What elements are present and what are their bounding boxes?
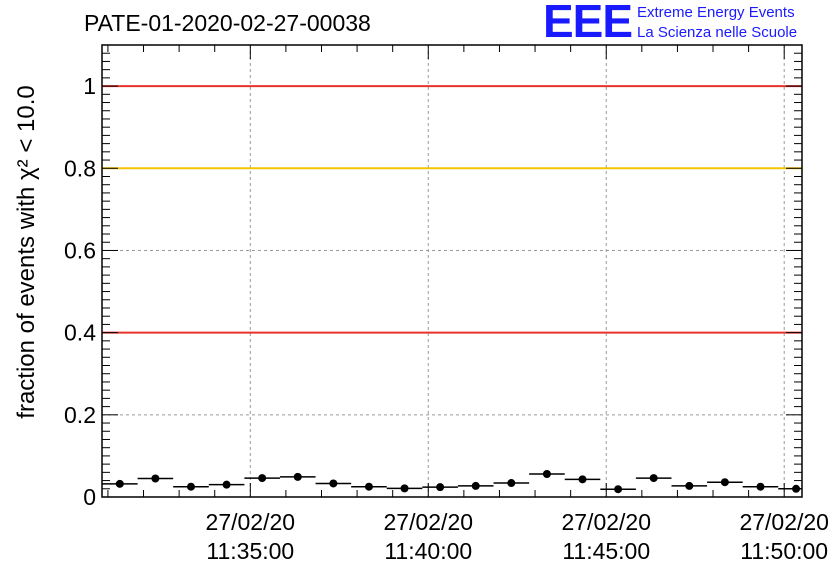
data-point <box>400 484 409 493</box>
data-point <box>293 472 302 481</box>
y-tick-label: 1 <box>83 73 96 99</box>
x-tick-label-date: 27/02/20 <box>384 509 474 535</box>
x-tick-label-time: 11:50:00 <box>740 538 828 564</box>
x-tick-label-time: 11:35:00 <box>206 538 294 564</box>
logo-line-2: La Scienza nelle Scuole <box>637 24 798 41</box>
data-point <box>186 482 195 491</box>
data-point <box>685 481 694 490</box>
data-point <box>649 474 658 483</box>
data-point <box>720 478 729 487</box>
eee-logo: EEE Extreme Energy Events La Scienza nel… <box>543 0 833 47</box>
y-tick-label: 0.8 <box>64 155 96 181</box>
data-point <box>151 474 160 483</box>
data-point <box>756 482 765 491</box>
data-point <box>507 479 516 488</box>
data-point <box>578 475 587 484</box>
data-point <box>329 479 338 488</box>
data-point <box>222 480 231 489</box>
data-point <box>115 479 124 488</box>
x-tick-label-date: 27/02/20 <box>206 509 296 535</box>
plot-frame <box>101 44 803 498</box>
y-tick-label: 0.6 <box>64 237 96 263</box>
y-axis-label: fraction of events with χ² < 10.0 <box>13 85 40 418</box>
data-point <box>792 484 801 493</box>
y-tick-label: 0.2 <box>64 402 96 428</box>
data-point <box>258 474 267 483</box>
data-point <box>471 481 480 490</box>
x-tick-label-time: 11:40:00 <box>384 538 472 564</box>
data-point <box>614 485 623 494</box>
x-tick-label-time: 11:45:00 <box>562 538 650 564</box>
y-tick-label: 0 <box>83 484 96 510</box>
x-tick-label-date: 27/02/20 <box>739 509 829 535</box>
data-point <box>364 482 373 491</box>
data-point <box>436 483 445 492</box>
data-point <box>542 469 551 478</box>
logo-line-1: Extreme Energy Events <box>637 4 795 21</box>
x-tick-label-date: 27/02/20 <box>561 509 651 535</box>
y-tick-label: 0.4 <box>64 320 96 346</box>
chart-title: PATE-01-2020-02-27-00038 <box>84 10 371 36</box>
logo-mark: EEE <box>543 0 633 47</box>
